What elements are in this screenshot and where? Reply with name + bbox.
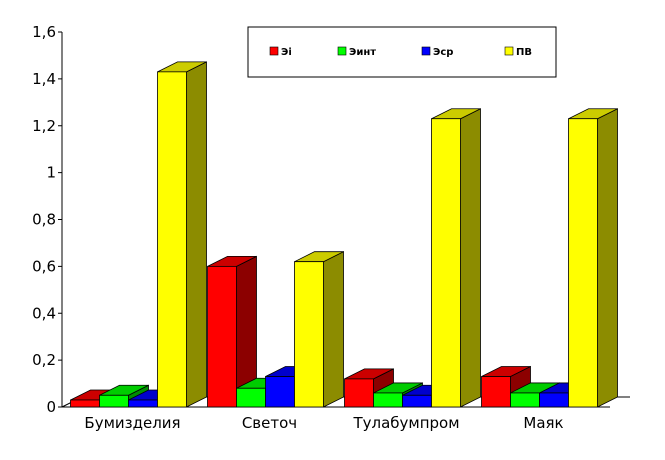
y-tick-label: 0,4 <box>32 304 56 322</box>
legend-label: Эср <box>433 47 453 58</box>
legend-label: ПВ <box>516 47 532 58</box>
bar-front <box>265 376 295 408</box>
y-tick-label: 0,6 <box>32 257 56 275</box>
bar <box>568 108 618 408</box>
bar-front <box>431 118 461 408</box>
legend-swatch <box>337 46 347 56</box>
bar-front <box>344 378 374 408</box>
category-label: Маяк <box>523 414 563 432</box>
y-tick-label: 1 <box>46 164 56 182</box>
legend-swatch <box>421 46 431 56</box>
y-tick-label: 1,4 <box>32 70 56 88</box>
y-tick-label: 1,2 <box>32 117 56 135</box>
bar-front <box>70 399 100 408</box>
bar <box>373 382 423 408</box>
legend-label: Эi <box>281 47 292 58</box>
legend: Эi Эинт Эср ПВ <box>247 26 557 78</box>
bar-side <box>460 108 481 408</box>
bar-side <box>186 61 207 408</box>
legend-swatch <box>269 46 279 56</box>
bar-front <box>373 392 403 408</box>
bar <box>157 61 207 408</box>
bar <box>294 251 344 408</box>
bar-front <box>402 394 432 408</box>
category-labels: Бумизделия Светоч Тулабумпром Маяк <box>84 414 563 432</box>
bar <box>431 108 481 408</box>
bar-side <box>323 251 344 408</box>
bar <box>207 255 257 408</box>
bar-front <box>568 118 598 408</box>
y-tick-label: 0,2 <box>32 351 56 369</box>
bar-front <box>294 261 324 408</box>
axes <box>61 32 630 408</box>
bar-side <box>597 108 618 408</box>
category-label: Светоч <box>242 414 297 432</box>
bar-front <box>207 265 237 408</box>
bar-front <box>128 399 158 408</box>
bars <box>70 61 618 408</box>
bar-front <box>539 392 569 408</box>
y-tick-label: 0,8 <box>32 211 56 229</box>
legend-swatch <box>504 46 514 56</box>
legend-label: Эинт <box>349 47 376 58</box>
bar-front <box>510 392 540 408</box>
y-tick-label: 1,6 <box>32 23 56 41</box>
legend-box <box>247 26 557 78</box>
category-label: Бумизделия <box>84 414 180 432</box>
bar-front <box>481 376 511 408</box>
category-label: Тулабумпром <box>352 414 459 432</box>
bar-front <box>99 394 129 408</box>
y-ticks: 0 0,2 0,4 0,6 0,8 1 1,2 1,4 1,6 <box>32 23 62 416</box>
bar-front <box>157 71 187 408</box>
y-tick-label: 0 <box>46 398 56 416</box>
bar-front <box>236 387 266 408</box>
